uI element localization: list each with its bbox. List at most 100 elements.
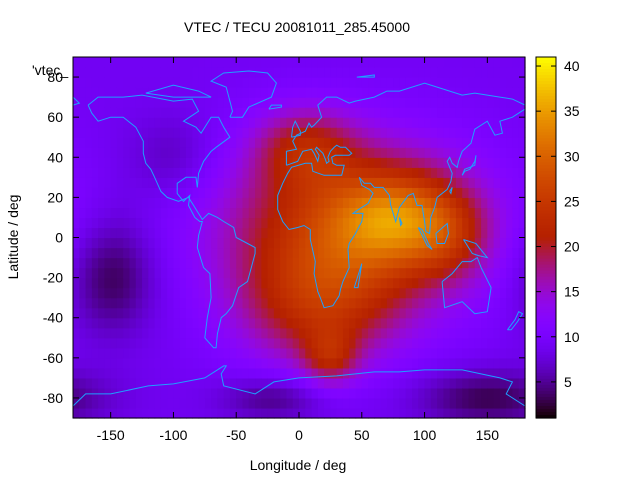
heatmap-cell: [242, 257, 250, 269]
heatmap-cell: [286, 217, 294, 229]
heatmap-cell: [167, 167, 175, 178]
heatmap-cell: [487, 327, 495, 339]
heatmap-cell: [449, 147, 457, 158]
heatmap-cell: [217, 97, 225, 108]
colorbar-segment: [536, 336, 556, 341]
heatmap-cell: [518, 117, 526, 128]
heatmap-cell: [154, 297, 162, 309]
heatmap-cell: [73, 257, 80, 269]
heatmap-cell: [129, 217, 137, 229]
heatmap-cell: [179, 97, 187, 108]
heatmap-cell: [487, 277, 495, 289]
heatmap-cell: [267, 217, 275, 229]
heatmap-cell: [123, 107, 131, 118]
heatmap-cell: [493, 117, 501, 128]
heatmap-cell: [462, 227, 470, 239]
heatmap-cell: [506, 187, 514, 198]
heatmap-cell: [79, 327, 87, 339]
heatmap-cell: [273, 267, 281, 279]
heatmap-cell: [280, 317, 288, 329]
heatmap-cell: [330, 327, 338, 339]
heatmap-cell: [481, 297, 488, 309]
heatmap-cell: [305, 207, 313, 219]
heatmap-cell: [368, 197, 375, 209]
heatmap-cell: [91, 87, 99, 98]
heatmap-cell: [211, 367, 218, 379]
heatmap-cell: [311, 377, 319, 389]
heatmap-cell: [412, 377, 419, 389]
heatmap-cell: [261, 357, 269, 369]
heatmap-cell: [330, 337, 338, 349]
heatmap-cell: [311, 327, 319, 339]
heatmap-cell: [311, 397, 319, 409]
heatmap-cell: [123, 357, 131, 369]
heatmap-cell: [324, 57, 331, 68]
heatmap-cell: [380, 377, 388, 389]
heatmap-cell: [192, 317, 200, 329]
heatmap-cell: [236, 187, 244, 198]
y-axis-label: Latitude / deg: [5, 195, 21, 280]
heatmap-cell: [286, 57, 294, 68]
heatmap-cell: [336, 167, 344, 178]
heatmap-cell: [481, 217, 488, 229]
heatmap-cell: [336, 377, 344, 389]
heatmap-cell: [179, 217, 187, 229]
heatmap-cell: [160, 167, 168, 178]
heatmap-cell: [255, 177, 262, 188]
heatmap-cell: [179, 297, 187, 309]
heatmap-cell: [116, 297, 124, 309]
heatmap-cell: [173, 197, 181, 209]
heatmap-cell: [280, 67, 288, 78]
heatmap-cell: [104, 237, 112, 249]
heatmap-cell: [154, 377, 162, 389]
heatmap-cell: [211, 277, 218, 289]
heatmap-cell: [286, 167, 294, 178]
heatmap-cell: [135, 227, 143, 239]
heatmap-cell: [468, 287, 476, 299]
heatmap-cell: [85, 97, 93, 108]
heatmap-cell: [468, 367, 476, 379]
colorbar-segment: [536, 261, 556, 266]
heatmap-cell: [255, 187, 262, 198]
heatmap-cell: [499, 127, 507, 138]
heatmap-cell: [160, 187, 168, 198]
heatmap-cell: [481, 227, 488, 239]
heatmap-cell: [261, 167, 269, 178]
heatmap-cell: [487, 257, 495, 269]
heatmap-cell: [349, 137, 357, 148]
heatmap-cell: [110, 207, 118, 219]
heatmap-cell: [474, 357, 482, 369]
heatmap-cell: [374, 107, 382, 118]
heatmap-cell: [412, 57, 419, 68]
heatmap-cell: [330, 127, 338, 138]
heatmap-cell: [198, 407, 206, 419]
heatmap-cell: [223, 167, 231, 178]
heatmap-cell: [493, 77, 501, 88]
heatmap-cell: [443, 227, 451, 239]
heatmap-cell: [142, 167, 149, 178]
heatmap-cell: [462, 147, 470, 158]
heatmap-cell: [242, 337, 250, 349]
heatmap-cell: [116, 247, 124, 259]
heatmap-cell: [468, 187, 476, 198]
heatmap-cell: [154, 57, 162, 68]
heatmap-cell: [317, 257, 325, 269]
heatmap-cell: [79, 157, 87, 168]
heatmap-cell: [499, 317, 507, 329]
heatmap-cell: [393, 177, 401, 188]
heatmap-cell: [273, 247, 281, 259]
heatmap-cell: [506, 107, 514, 118]
heatmap-cell: [229, 307, 237, 319]
heatmap-cell: [255, 57, 262, 68]
heatmap-cell: [474, 227, 482, 239]
heatmap-cell: [198, 107, 206, 118]
heatmap-cell: [286, 117, 294, 128]
heatmap-cell: [248, 287, 256, 299]
heatmap-cell: [292, 387, 300, 399]
heatmap-cell: [443, 57, 451, 68]
heatmap-cell: [286, 337, 294, 349]
heatmap-cell: [79, 307, 87, 319]
heatmap-cell: [449, 297, 457, 309]
heatmap-cell: [286, 317, 294, 329]
heatmap-cell: [280, 267, 288, 279]
